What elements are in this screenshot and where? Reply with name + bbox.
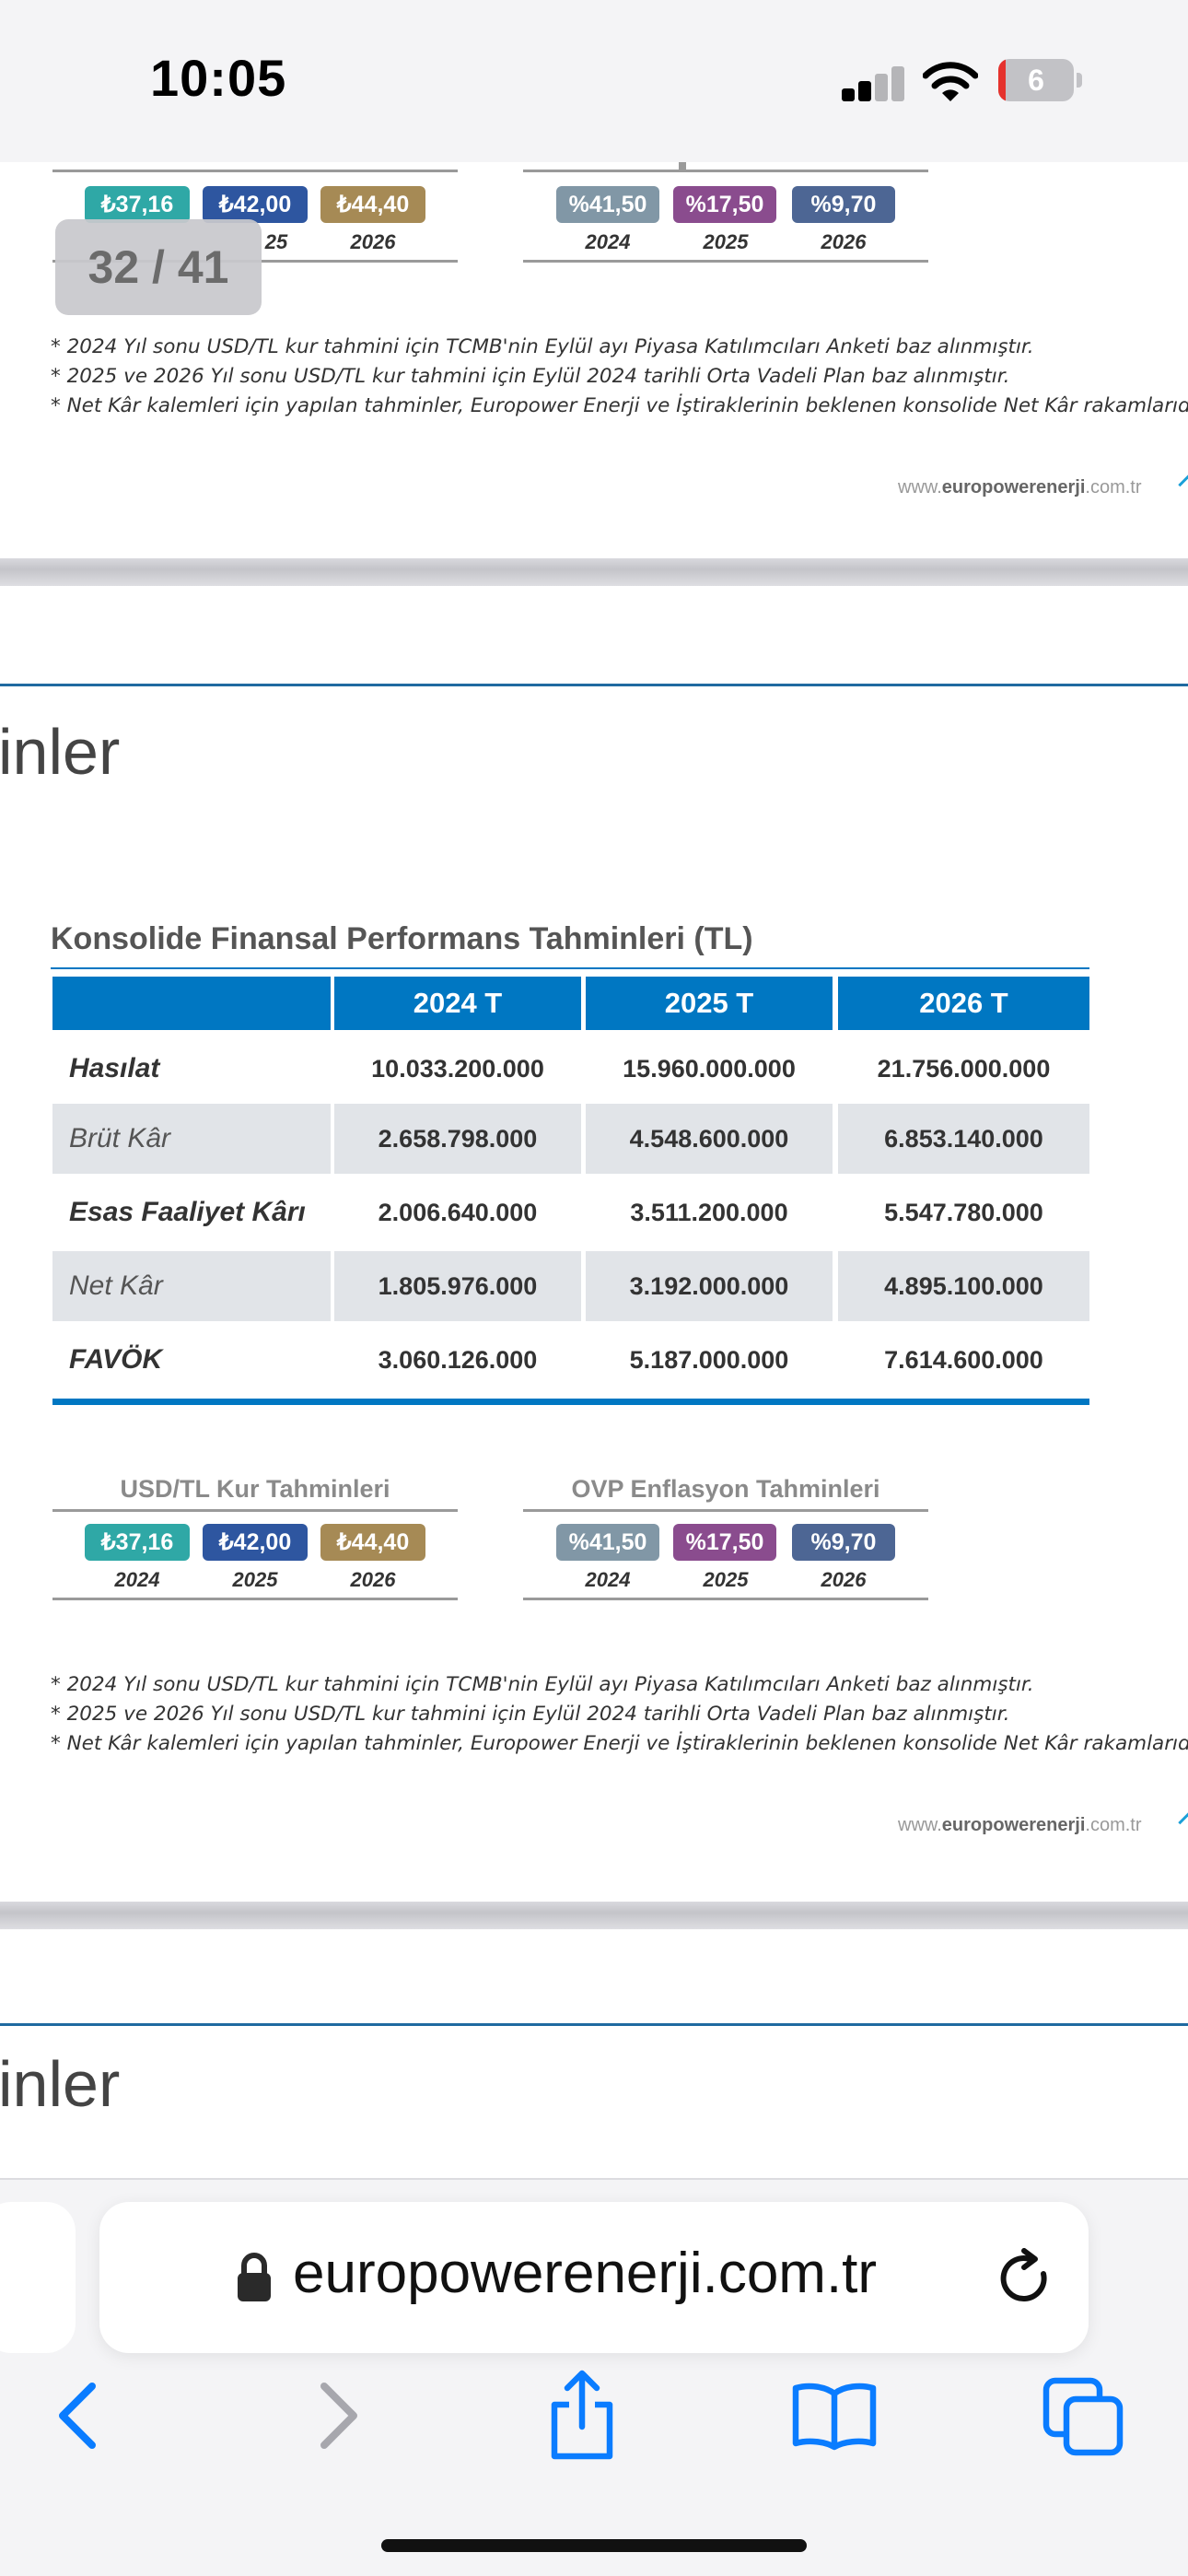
kur-badge-2026: ₺44,40 <box>320 186 425 223</box>
footnote: * Net Kâr kalemleri için yapılan tahminl… <box>51 394 1188 417</box>
enf-year-label: 2026 <box>821 1568 867 1591</box>
kur-badge-2024: ₺37,16 <box>85 186 190 223</box>
table-cell: 7.614.600.000 <box>884 1345 1043 1374</box>
table-row-label: Net Kâr <box>52 1251 331 1321</box>
kur-badge-2025: ₺42,00 <box>203 186 308 223</box>
battery-icon: 6 <box>998 59 1083 101</box>
divider <box>523 1509 928 1512</box>
footnote: * 2025 ve 2026 Yıl sonu USD/TL kur tahmi… <box>51 1703 1010 1726</box>
table-row-label: Esas Faaliyet Kârı <box>69 1197 306 1227</box>
kur-year-label: 2026 <box>350 1568 396 1591</box>
forward-icon[interactable] <box>311 2381 363 2451</box>
kur-year-label: 2024 <box>114 1568 160 1591</box>
table-cell: 15.960.000.000 <box>623 1054 796 1083</box>
kur-year-label: 2025 <box>232 1568 278 1591</box>
page-separator <box>0 1902 1188 1929</box>
battery-level: 6 <box>1028 63 1044 97</box>
enf-badge-2025: %17,50 <box>673 186 776 223</box>
website-footer: www.europowerenerji.com.tr <box>898 477 1142 498</box>
toolbar-divider <box>0 2178 1188 2180</box>
table-cell: 6.853.140.000 <box>838 1104 1089 1174</box>
back-icon[interactable] <box>53 2381 105 2451</box>
status-time: 10:05 <box>150 49 287 107</box>
page-separator <box>0 558 1188 586</box>
enf-year-label: 2024 <box>585 1568 631 1591</box>
enf-year-label: 2025 <box>703 1568 749 1591</box>
home-indicator[interactable] <box>381 2539 807 2552</box>
pdf-page-next: inler <box>0 1929 1188 2178</box>
enf-badge-2024: %41,50 <box>556 1524 659 1561</box>
address-url[interactable]: europowerenerji.com.tr <box>293 2242 878 2305</box>
website-footer: www.europowerenerji.com.tr <box>898 1815 1142 1835</box>
divider <box>523 260 928 263</box>
footnote: * 2025 ve 2026 Yıl sonu USD/TL kur tahmi… <box>51 365 1010 388</box>
kur-title: USD/TL Kur Tahminleri <box>120 1475 390 1503</box>
table-row-label: Hasılat <box>69 1053 160 1083</box>
status-bar <box>0 0 1188 162</box>
title-underline <box>51 967 1089 969</box>
pdf-page-current: inler Konsolide Finansal Performans Tahm… <box>0 586 1188 1902</box>
table-bottom-rule <box>52 1399 1089 1405</box>
footnote: * 2024 Yıl sonu USD/TL kur tahmini için … <box>51 1673 1034 1696</box>
kur-year-label: 2026 <box>350 230 396 253</box>
divider <box>523 1598 928 1600</box>
lock-icon <box>236 2252 273 2303</box>
bookmarks-icon[interactable] <box>790 2381 879 2451</box>
divider <box>52 1598 458 1600</box>
table-header-col: 2026 T <box>838 977 1089 1030</box>
kur-badge-2025: ₺42,00 <box>203 1524 308 1561</box>
table-cell: 21.756.000.000 <box>877 1054 1051 1083</box>
table-header-col: 2025 T <box>586 977 833 1030</box>
table-cell: 3.192.000.000 <box>586 1251 833 1321</box>
table-cell: 3.511.200.000 <box>630 1198 788 1226</box>
enf-year-label: 2026 <box>821 230 867 253</box>
kur-year-label: 25 <box>264 230 288 253</box>
enf-year-label: 2025 <box>703 230 749 253</box>
page-heading: inler <box>0 716 121 788</box>
enf-badge-2025: %17,50 <box>673 1524 776 1561</box>
enf-title: OVP Enflasyon Tahminleri <box>571 1475 880 1503</box>
enf-badge-2026: %9,70 <box>792 1524 895 1561</box>
tabs-icon[interactable] <box>1042 2377 1125 2456</box>
kur-badge-2024: ₺37,16 <box>85 1524 190 1561</box>
table-cell: 2.658.798.000 <box>334 1104 581 1174</box>
table-cell: 2.006.640.000 <box>378 1198 538 1226</box>
table-cell: 5.547.780.000 <box>884 1198 1043 1226</box>
table-cell: 5.187.000.000 <box>629 1345 789 1374</box>
table-cell: 3.060.126.000 <box>378 1345 538 1374</box>
page-counter: 32 / 41 <box>55 219 262 315</box>
enf-year-label: 2024 <box>585 230 631 253</box>
table-row-label: FAVÖK <box>69 1344 163 1375</box>
wifi-icon <box>922 61 979 103</box>
footnote: * Net Kâr kalemleri için yapılan tahminl… <box>51 1732 1188 1755</box>
table-cell: 1.805.976.000 <box>334 1251 581 1321</box>
table-title: Konsolide Finansal Performans Tahminleri… <box>51 921 753 956</box>
table-header-col: 2024 T <box>334 977 581 1030</box>
divider <box>52 1509 458 1512</box>
kur-badge-2026: ₺44,40 <box>320 1524 425 1561</box>
table-row-label: Brüt Kâr <box>52 1104 331 1174</box>
enf-badge-2024: %41,50 <box>556 186 659 223</box>
corner-accent <box>1178 1811 1188 1825</box>
reload-icon[interactable] <box>996 2248 1052 2307</box>
header-rule <box>0 684 1188 686</box>
table-header-blank <box>52 977 331 1030</box>
corner-accent <box>1178 474 1188 487</box>
header-rule <box>0 2023 1188 2026</box>
enf-badge-2026: %9,70 <box>792 186 895 223</box>
footnote: * 2024 Yıl sonu USD/TL kur tahmini için … <box>51 335 1034 358</box>
table-cell: 10.033.200.000 <box>371 1054 544 1083</box>
cellular-signal-icon <box>842 66 906 101</box>
share-icon[interactable] <box>545 2370 619 2462</box>
page-heading: inler <box>0 2048 121 2120</box>
table-cell: 4.548.600.000 <box>586 1104 833 1174</box>
table-cell: 4.895.100.000 <box>838 1251 1089 1321</box>
previous-tab-address-bar[interactable] <box>0 2202 76 2353</box>
